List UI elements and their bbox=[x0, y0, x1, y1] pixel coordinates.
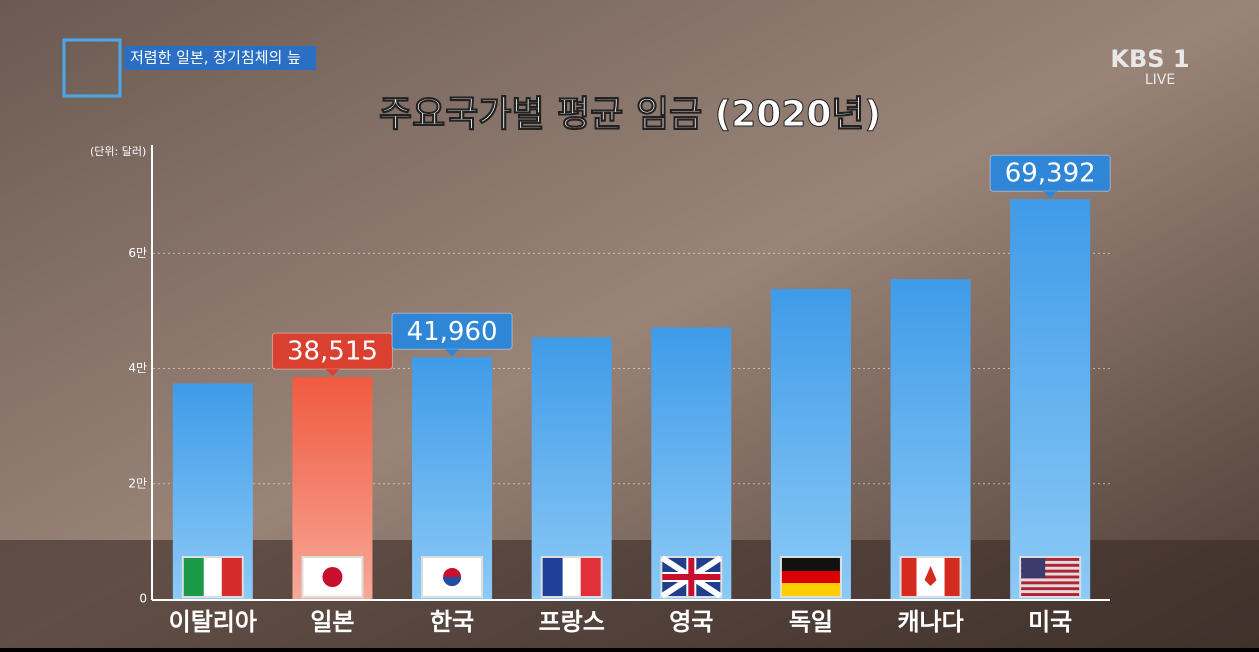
x-tick-label: 프랑스 bbox=[539, 608, 605, 636]
flag-part bbox=[581, 558, 601, 596]
flag-part bbox=[563, 558, 581, 596]
flag-part bbox=[1021, 593, 1079, 596]
x-tick-label: 독일 bbox=[789, 608, 833, 636]
flag-part bbox=[1021, 581, 1079, 584]
flag-part bbox=[1021, 587, 1079, 590]
flag-part bbox=[782, 558, 840, 571]
flag-part bbox=[1021, 558, 1045, 578]
y-tick-label: 4만 bbox=[128, 361, 147, 375]
y-tick-label: 2만 bbox=[128, 476, 147, 490]
x-tick-label: 영국 bbox=[669, 608, 713, 636]
flag-part bbox=[662, 574, 720, 580]
flag-part bbox=[204, 558, 222, 596]
flag-part bbox=[945, 558, 960, 596]
flag-part bbox=[902, 558, 917, 596]
flag-part bbox=[782, 583, 840, 596]
flag-part bbox=[222, 558, 242, 596]
y-tick-label: 0 bbox=[139, 592, 147, 606]
value-label: 38,515 bbox=[287, 337, 378, 367]
bar bbox=[1010, 199, 1090, 599]
live-label: LIVE bbox=[1145, 72, 1175, 88]
x-tick-label: 한국 bbox=[430, 608, 474, 636]
bar bbox=[771, 289, 851, 599]
value-label: 69,392 bbox=[1005, 159, 1096, 189]
topic: 저렴한 일본, 장기침체의 늪 bbox=[130, 49, 301, 67]
flag-part bbox=[543, 558, 563, 596]
x-tick-label: 미국 bbox=[1028, 608, 1072, 636]
channel-logo: KBS 1 bbox=[1110, 45, 1189, 73]
chart-title: 주요국가별 평균 임금 (2020년) bbox=[379, 94, 881, 135]
flag-part bbox=[322, 567, 342, 587]
bar bbox=[891, 279, 971, 599]
flag-part bbox=[184, 558, 204, 596]
y-tick-label: 6만 bbox=[128, 246, 147, 260]
x-tick-label: 일본 bbox=[310, 608, 354, 636]
flag-part bbox=[782, 571, 840, 583]
unit-label: (단위: 달러) bbox=[90, 145, 146, 158]
value-label: 41,960 bbox=[407, 317, 498, 347]
x-tick-label: 캐나다 bbox=[897, 608, 963, 636]
x-tick-label: 이탈리아 bbox=[169, 608, 257, 636]
